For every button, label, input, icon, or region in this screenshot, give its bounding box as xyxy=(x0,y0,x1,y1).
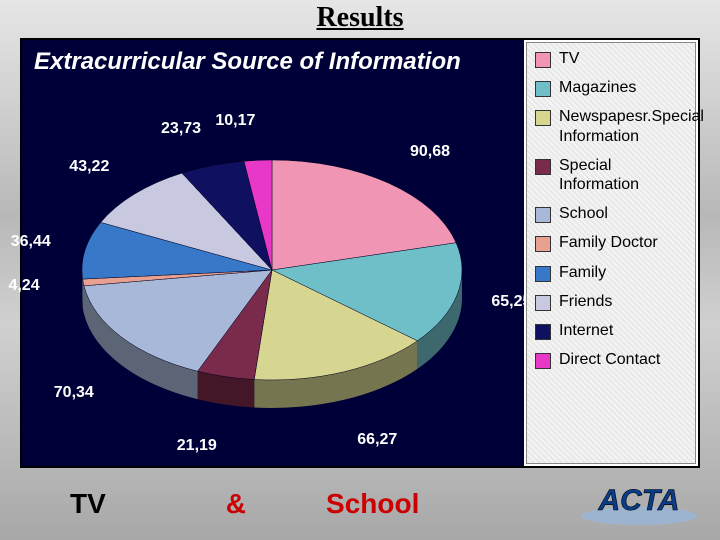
slice-label: 21,19 xyxy=(177,437,217,455)
slice-label: 10,17 xyxy=(215,112,255,130)
acta-logo: ACTA xyxy=(574,476,704,528)
legend-label: TV xyxy=(559,49,579,68)
slice-label: 66,27 xyxy=(357,431,397,449)
legend-label: Newspapesr.Special Information xyxy=(559,107,704,145)
pie-svg xyxy=(52,130,492,430)
legend-swatch xyxy=(535,159,551,175)
legend-label: Family xyxy=(559,263,606,282)
legend-item: Friends xyxy=(535,292,687,311)
legend: TV Magazines Newspapesr.Special Informatio… xyxy=(526,42,696,464)
legend-swatch xyxy=(535,324,551,340)
legend-swatch xyxy=(535,353,551,369)
legend-item: Internet xyxy=(535,321,687,340)
legend-item: TV xyxy=(535,49,687,68)
slice-label: 43,22 xyxy=(69,158,109,176)
slide: Results Extracurricular Source of Inform… xyxy=(0,0,720,540)
slice-label: 36,44 xyxy=(11,233,51,251)
legend-item: Family Doctor xyxy=(535,233,687,252)
slice-label: 23,73 xyxy=(161,120,201,138)
legend-swatch xyxy=(535,110,551,126)
footer-amp: & xyxy=(226,488,246,520)
legend-item: Magazines xyxy=(535,78,687,97)
slice-label: 90,68 xyxy=(410,143,450,161)
legend-label: Friends xyxy=(559,292,612,311)
legend-item: Special Information xyxy=(535,156,687,194)
legend-label: Magazines xyxy=(559,78,636,97)
legend-swatch xyxy=(535,266,551,282)
legend-item: Direct Contact xyxy=(535,350,687,369)
legend-label: School xyxy=(559,204,608,223)
page-title: Results xyxy=(0,2,720,34)
chart-title: Extracurricular Source of Information xyxy=(34,48,461,76)
slice-label: 4,24 xyxy=(8,277,39,295)
legend-label: Special Information xyxy=(559,156,687,194)
legend-item: Newspapesr.Special Information xyxy=(535,107,687,145)
legend-label: Family Doctor xyxy=(559,233,658,252)
footer: TV & School ACTA xyxy=(0,474,720,534)
legend-label: Direct Contact xyxy=(559,350,660,369)
legend-swatch xyxy=(535,236,551,252)
footer-school: School xyxy=(326,488,419,520)
chart-container: Extracurricular Source of Information 90… xyxy=(20,38,700,468)
footer-tv: TV xyxy=(70,488,106,520)
svg-text:ACTA: ACTA xyxy=(597,484,679,517)
legend-swatch xyxy=(535,81,551,97)
legend-label: Internet xyxy=(559,321,613,340)
legend-swatch xyxy=(535,295,551,311)
legend-swatch xyxy=(535,52,551,68)
chart-panel: Extracurricular Source of Information 90… xyxy=(22,40,524,466)
legend-swatch xyxy=(535,207,551,223)
legend-item: Family xyxy=(535,263,687,282)
pie-chart: 90,6865,2566,2721,1970,344,2436,4443,222… xyxy=(52,130,492,430)
legend-item: School xyxy=(535,204,687,223)
slice-label: 70,34 xyxy=(54,384,94,402)
